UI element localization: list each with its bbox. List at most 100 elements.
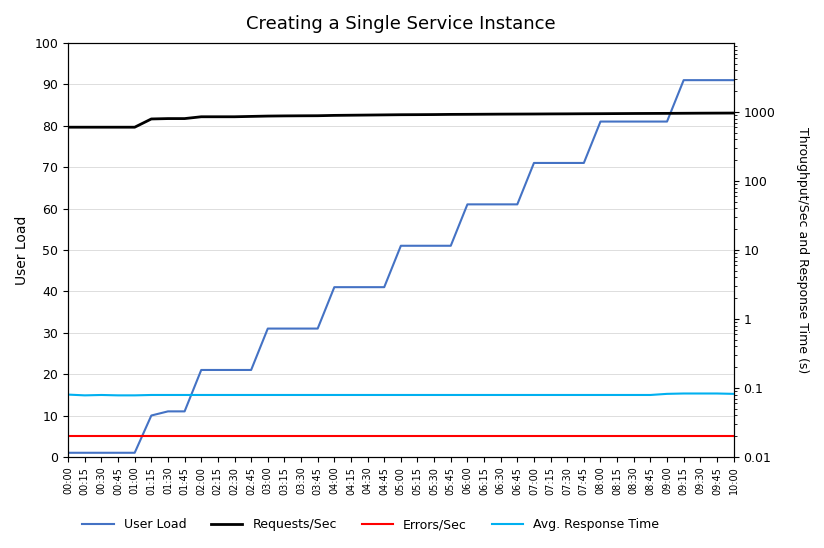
Requests/Sec bbox=[180, 115, 190, 122]
Avg. Response Time bbox=[246, 392, 256, 398]
Requests/Sec bbox=[147, 116, 157, 122]
Avg. Response Time bbox=[213, 392, 222, 398]
Line: Requests/Sec: Requests/Sec bbox=[68, 113, 733, 127]
User Load bbox=[612, 118, 622, 125]
User Load bbox=[313, 326, 323, 332]
Errors/Sec bbox=[196, 433, 206, 439]
Errors/Sec bbox=[230, 433, 240, 439]
Avg. Response Time bbox=[180, 392, 190, 398]
Errors/Sec bbox=[728, 433, 738, 439]
Requests/Sec bbox=[562, 111, 572, 117]
Requests/Sec bbox=[712, 110, 722, 116]
Requests/Sec bbox=[129, 124, 139, 130]
Avg. Response Time bbox=[496, 392, 506, 398]
Avg. Response Time bbox=[612, 392, 622, 398]
Errors/Sec bbox=[695, 433, 705, 439]
Errors/Sec bbox=[80, 433, 90, 439]
Errors/Sec bbox=[562, 433, 572, 439]
Requests/Sec bbox=[596, 110, 606, 117]
Requests/Sec bbox=[629, 110, 639, 117]
Y-axis label: Throughput/Sec and Response Time (s): Throughput/Sec and Response Time (s) bbox=[796, 127, 809, 373]
User Load bbox=[513, 201, 522, 208]
Errors/Sec bbox=[513, 433, 522, 439]
User Load bbox=[246, 367, 256, 373]
Errors/Sec bbox=[679, 433, 689, 439]
User Load bbox=[63, 449, 73, 456]
Requests/Sec bbox=[379, 112, 389, 118]
Requests/Sec bbox=[513, 111, 522, 117]
Avg. Response Time bbox=[413, 392, 423, 398]
Avg. Response Time bbox=[313, 392, 323, 398]
Requests/Sec bbox=[163, 115, 173, 122]
Requests/Sec bbox=[263, 113, 273, 119]
Errors/Sec bbox=[63, 433, 73, 439]
Line: Avg. Response Time: Avg. Response Time bbox=[68, 393, 733, 395]
Avg. Response Time bbox=[446, 392, 456, 398]
Avg. Response Time bbox=[712, 390, 722, 397]
User Load bbox=[629, 118, 639, 125]
Requests/Sec bbox=[296, 112, 306, 119]
Avg. Response Time bbox=[363, 392, 372, 398]
Avg. Response Time bbox=[379, 392, 389, 398]
User Load bbox=[113, 449, 123, 456]
Avg. Response Time bbox=[163, 392, 173, 398]
User Load bbox=[462, 201, 472, 208]
Errors/Sec bbox=[396, 433, 405, 439]
Avg. Response Time bbox=[479, 392, 489, 398]
Errors/Sec bbox=[413, 433, 423, 439]
User Load bbox=[562, 159, 572, 166]
Errors/Sec bbox=[147, 433, 157, 439]
Requests/Sec bbox=[80, 124, 90, 130]
Errors/Sec bbox=[462, 433, 472, 439]
User Load bbox=[330, 284, 339, 290]
User Load bbox=[545, 159, 555, 166]
Errors/Sec bbox=[429, 433, 439, 439]
Errors/Sec bbox=[96, 433, 106, 439]
Avg. Response Time bbox=[296, 392, 306, 398]
Requests/Sec bbox=[545, 111, 555, 117]
User Load bbox=[396, 242, 405, 249]
Avg. Response Time bbox=[579, 392, 589, 398]
Errors/Sec bbox=[479, 433, 489, 439]
User Load bbox=[163, 408, 173, 415]
User Load bbox=[596, 118, 606, 125]
Requests/Sec bbox=[446, 111, 456, 118]
Requests/Sec bbox=[695, 110, 705, 117]
User Load bbox=[446, 242, 456, 249]
Avg. Response Time bbox=[462, 392, 472, 398]
Errors/Sec bbox=[213, 433, 222, 439]
Requests/Sec bbox=[612, 110, 622, 117]
Errors/Sec bbox=[596, 433, 606, 439]
Requests/Sec bbox=[346, 112, 356, 118]
Avg. Response Time bbox=[562, 392, 572, 398]
User Load bbox=[213, 367, 222, 373]
Errors/Sec bbox=[629, 433, 639, 439]
Errors/Sec bbox=[662, 433, 672, 439]
User Load bbox=[529, 159, 539, 166]
Requests/Sec bbox=[728, 110, 738, 116]
Errors/Sec bbox=[246, 433, 256, 439]
User Load bbox=[645, 118, 655, 125]
Avg. Response Time bbox=[230, 392, 240, 398]
Errors/Sec bbox=[379, 433, 389, 439]
Requests/Sec bbox=[679, 110, 689, 117]
Avg. Response Time bbox=[147, 392, 157, 398]
User Load bbox=[296, 326, 306, 332]
Errors/Sec bbox=[263, 433, 273, 439]
Legend: User Load, Requests/Sec, Errors/Sec, Avg. Response Time: User Load, Requests/Sec, Errors/Sec, Avg… bbox=[77, 513, 664, 536]
Requests/Sec bbox=[413, 111, 423, 118]
Avg. Response Time bbox=[629, 392, 639, 398]
Avg. Response Time bbox=[728, 391, 738, 397]
Requests/Sec bbox=[96, 124, 106, 130]
Errors/Sec bbox=[129, 433, 139, 439]
Avg. Response Time bbox=[662, 391, 672, 397]
Errors/Sec bbox=[446, 433, 456, 439]
User Load bbox=[180, 408, 190, 415]
Avg. Response Time bbox=[645, 392, 655, 398]
User Load bbox=[712, 77, 722, 83]
Avg. Response Time bbox=[529, 392, 539, 398]
Avg. Response Time bbox=[129, 392, 139, 398]
User Load bbox=[196, 367, 206, 373]
Avg. Response Time bbox=[113, 392, 123, 398]
Avg. Response Time bbox=[396, 392, 405, 398]
